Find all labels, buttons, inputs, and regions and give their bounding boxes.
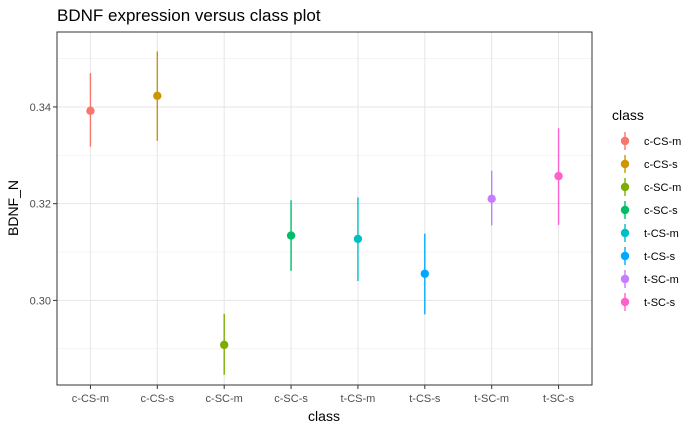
- legend-key-point: [620, 251, 630, 261]
- x-tick-label: t-SC-m: [474, 393, 509, 405]
- x-axis-title: class: [308, 408, 340, 424]
- data-point-t-CS-m: [353, 234, 363, 244]
- legend-label: c-CS-s: [644, 159, 678, 171]
- legend-label: c-SC-s: [644, 205, 678, 217]
- chart-title: BDNF expression versus class plot: [57, 6, 321, 25]
- y-axis: 0.30 0.32 0.34: [30, 102, 57, 307]
- legend-key-point: [620, 205, 630, 215]
- legend-label: t-CS-s: [644, 251, 676, 263]
- data-point-t-CS-s: [420, 269, 430, 278]
- x-axis: c-CS-m c-CS-s c-SC-m c-SC-s t-CS-m t-CS-s t-SC…: [72, 385, 575, 405]
- legend-key-point: [620, 182, 630, 192]
- plot-panel: [56, 31, 593, 386]
- legend: class c-CS-m c-CS-s c-SC-m c-SC-s t-CS-m t-CS…: [612, 107, 681, 311]
- data-point-c-CS-m: [86, 106, 95, 116]
- legend-key-point: [620, 159, 630, 169]
- y-tick-label: 0.32: [30, 199, 51, 211]
- legend-title: class: [612, 107, 644, 123]
- legend-label: t-CS-m: [644, 228, 679, 240]
- legend-key-point: [620, 228, 630, 238]
- panel-border: [56, 31, 593, 386]
- x-tick-label: c-SC-s: [274, 393, 308, 405]
- panel-background: [57, 32, 592, 385]
- data-point-c-SC-s: [286, 231, 296, 240]
- legend-key-point: [620, 274, 630, 284]
- legend-label: c-SC-m: [644, 182, 681, 194]
- x-tick-label: t-CS-m: [341, 393, 376, 405]
- x-tick-label: t-SC-s: [543, 393, 575, 405]
- data-point-c-CS-s: [153, 91, 162, 101]
- legend-label: t-SC-s: [644, 297, 676, 309]
- x-tick-label: c-CS-m: [72, 393, 109, 405]
- x-tick-label: c-CS-s: [141, 393, 175, 405]
- x-tick-label: t-CS-s: [409, 393, 441, 405]
- legend-label: t-SC-m: [644, 274, 679, 286]
- y-tick-label: 0.34: [30, 102, 51, 114]
- legend-label: c-CS-m: [644, 136, 681, 148]
- data-point-t-SC-s: [554, 171, 563, 181]
- y-tick-label: 0.30: [30, 295, 51, 307]
- data-point-t-SC-m: [487, 194, 496, 204]
- y-axis-title: BDNF_N: [5, 180, 21, 236]
- legend-key-point: [620, 136, 630, 146]
- data-point-c-SC-m: [219, 340, 229, 350]
- x-tick-label: c-SC-m: [206, 393, 243, 405]
- legend-key-point: [620, 297, 630, 307]
